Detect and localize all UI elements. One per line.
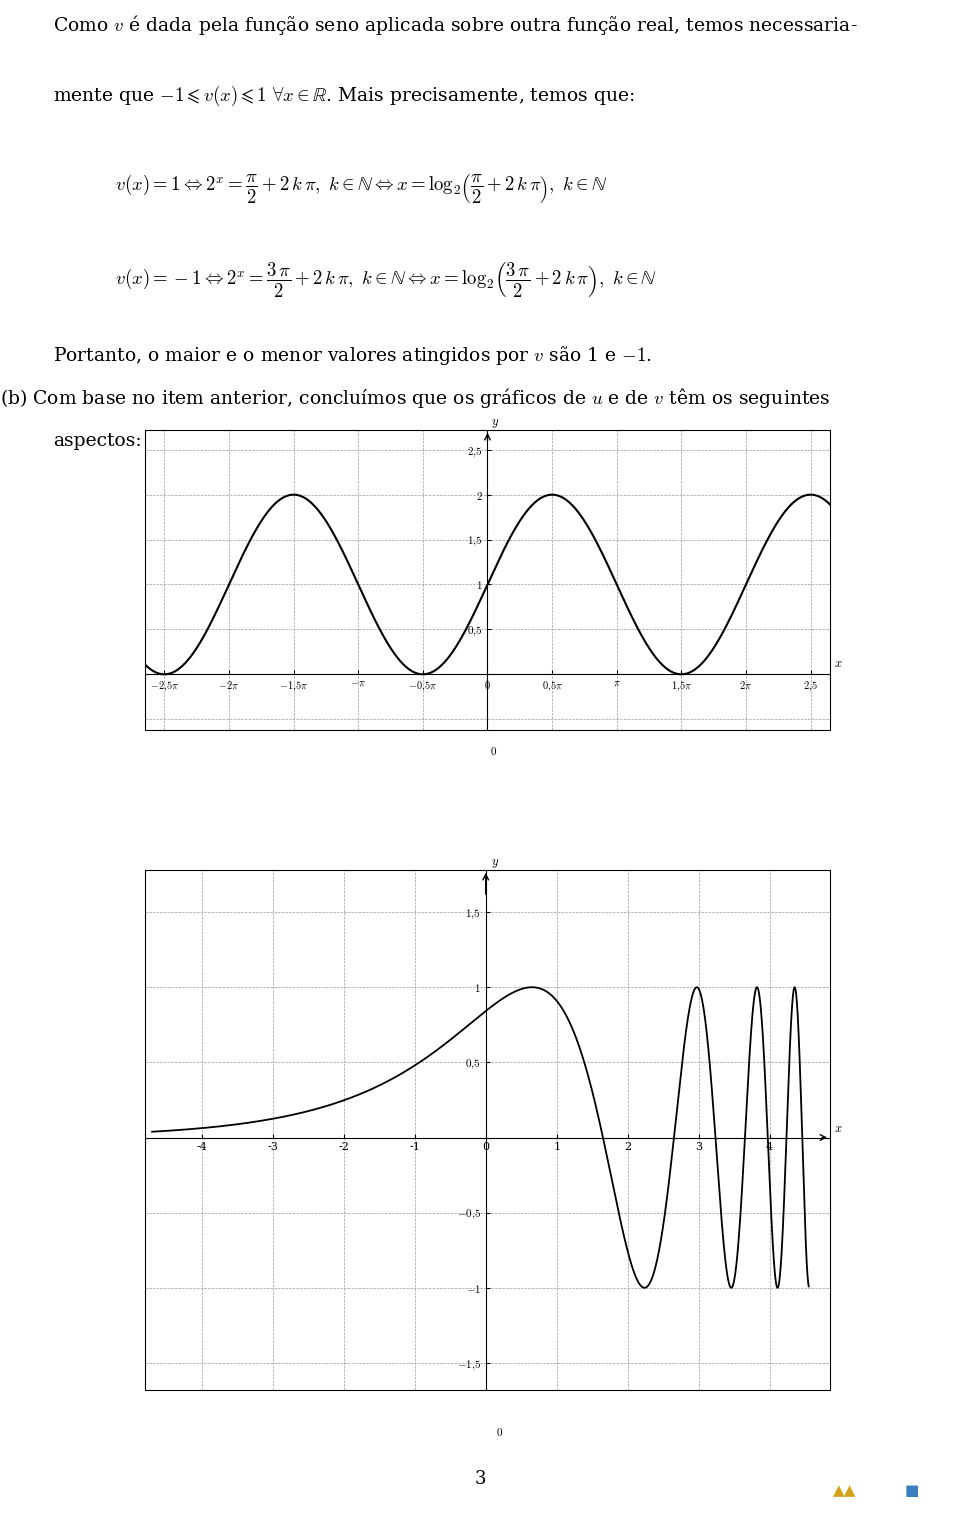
Bar — [145, 869, 830, 1389]
Text: $0$: $0$ — [496, 1426, 503, 1438]
Text: (b) Com base no item anterior, concluímos que os gráficos de $u$ e de $v$ têm os: (b) Com base no item anterior, concluímo… — [0, 386, 830, 410]
Text: $y$: $y$ — [491, 416, 499, 430]
Text: $0$: $0$ — [490, 746, 496, 756]
Text: mente que $-1 \leqslant v(x) \leqslant 1$ $\forall x \in \mathbb{R}$. Mais preci: mente que $-1 \leqslant v(x) \leqslant 1… — [53, 84, 635, 108]
Text: 3: 3 — [474, 1470, 486, 1488]
Text: aspectos:: aspectos: — [53, 432, 141, 450]
Text: ▲▲: ▲▲ — [833, 1484, 856, 1499]
Text: Portanto, o maior e o menor valores atingidos por $v$ são 1 e $-1$.: Portanto, o maior e o menor valores atin… — [53, 345, 652, 368]
Text: $x$: $x$ — [834, 657, 843, 669]
Text: $v(x) = 1 \Leftrightarrow 2^x = \dfrac{\pi}{2} + 2\,k\,\pi,\ k \in \mathbb{N} \L: $v(x) = 1 \Leftrightarrow 2^x = \dfrac{\… — [115, 172, 608, 204]
Bar — [145, 430, 830, 730]
Text: $x$: $x$ — [833, 1121, 842, 1135]
Text: Como ​$v$​ é dada pela função seno aplicada sobre outra função real, temos neces: Como ​$v$​ é dada pela função seno aplic… — [53, 12, 857, 37]
Text: $y$: $y$ — [492, 857, 499, 869]
Text: $v(x) = -1 \Leftrightarrow 2^x = \dfrac{3\,\pi}{2} + 2\,k\,\pi,\ k \in \mathbb{N: $v(x) = -1 \Leftrightarrow 2^x = \dfrac{… — [115, 259, 658, 299]
Text: ■: ■ — [905, 1484, 919, 1499]
